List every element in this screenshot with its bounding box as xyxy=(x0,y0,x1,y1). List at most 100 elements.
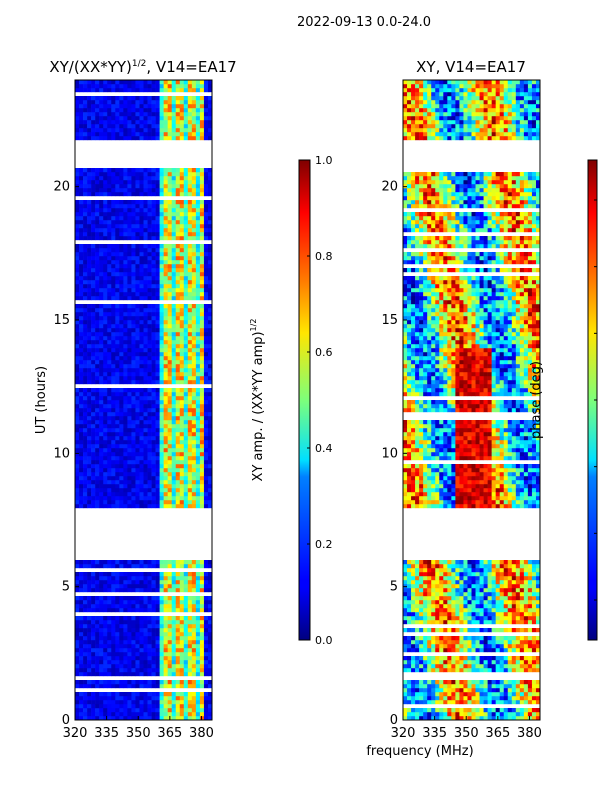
heatmap-cell xyxy=(203,208,209,213)
heatmap-cell xyxy=(87,260,92,265)
heatmap-cell xyxy=(159,368,164,373)
heatmap-cell xyxy=(79,692,84,697)
heatmap-cell xyxy=(103,388,108,393)
heatmap-cell xyxy=(83,264,88,269)
heatmap-cell xyxy=(143,684,148,689)
heatmap-cell xyxy=(75,312,80,317)
heatmap-cell xyxy=(195,388,201,393)
heatmap-cell xyxy=(115,220,120,225)
heatmap-cell xyxy=(199,260,205,265)
heatmap-cell xyxy=(163,716,168,721)
heatmap-cell xyxy=(159,340,164,345)
heatmap-cell xyxy=(163,620,168,625)
heatmap-cell xyxy=(183,468,189,473)
heatmap-cell xyxy=(119,400,124,405)
heatmap-cell xyxy=(115,692,120,697)
left-title-base: XY/(XX*YY) xyxy=(49,58,132,76)
heatmap-cell xyxy=(195,656,201,661)
heatmap-cell xyxy=(99,316,104,321)
heatmap-cell xyxy=(115,488,120,493)
heatmap-cell xyxy=(167,416,173,421)
heatmap-cell xyxy=(143,120,148,125)
heatmap-cell xyxy=(187,644,193,649)
heatmap-cell xyxy=(111,248,116,253)
heatmap-cell xyxy=(135,280,140,285)
heatmap-cell xyxy=(467,668,472,673)
heatmap-cell xyxy=(159,132,164,137)
heatmap-cell xyxy=(203,352,209,357)
heatmap-cell xyxy=(127,128,132,133)
heatmap-cell xyxy=(143,308,148,313)
heatmap-cell xyxy=(479,692,484,697)
heatmap-cell xyxy=(79,456,84,461)
heatmap-cell xyxy=(147,640,152,645)
heatmap-cell xyxy=(167,664,173,669)
heatmap-cell xyxy=(103,652,108,657)
heatmap-cell xyxy=(403,644,408,649)
heatmap-cell xyxy=(203,484,209,489)
heatmap-cell xyxy=(179,180,185,185)
heatmap-cell xyxy=(143,504,148,509)
heatmap-cell xyxy=(79,496,84,501)
heatmap-cell xyxy=(175,712,181,717)
heatmap-cell xyxy=(179,584,185,589)
heatmap-cell xyxy=(119,576,124,581)
heatmap-cell xyxy=(115,248,120,253)
heatmap-cell xyxy=(99,472,104,477)
heatmap-cell xyxy=(163,388,168,393)
heatmap-cell xyxy=(171,88,177,93)
heatmap-cell xyxy=(463,660,468,665)
heatmap-cell xyxy=(87,304,92,309)
heatmap-cell xyxy=(139,572,144,577)
heatmap-cell xyxy=(403,680,408,685)
heatmap-cell xyxy=(123,188,128,193)
heatmap-cell xyxy=(87,664,92,669)
heatmap-cell xyxy=(499,660,505,665)
heatmap-cell xyxy=(175,332,181,337)
heatmap-cell xyxy=(195,716,201,721)
heatmap-cell xyxy=(79,104,84,109)
heatmap-cell xyxy=(443,644,448,649)
heatmap-cell xyxy=(127,284,132,289)
heatmap-cell xyxy=(171,80,177,85)
heatmap-cell xyxy=(167,424,173,429)
heatmap-cell xyxy=(203,88,209,93)
heatmap-cell xyxy=(83,624,88,629)
heatmap-cell xyxy=(151,504,156,509)
heatmap-cell xyxy=(83,408,88,413)
heatmap-cell xyxy=(127,396,132,401)
heatmap-cell xyxy=(75,224,80,229)
heatmap-cell xyxy=(131,316,136,321)
heatmap-cell xyxy=(131,200,136,205)
heatmap-cell xyxy=(167,308,173,313)
heatmap-cell xyxy=(131,364,136,369)
heatmap-cell xyxy=(95,608,100,613)
heatmap-cell xyxy=(167,420,173,425)
heatmap-cell xyxy=(159,184,164,189)
heatmap-cell xyxy=(87,416,92,421)
heatmap-cell xyxy=(107,448,112,453)
heatmap-cell xyxy=(143,680,148,685)
heatmap-cell xyxy=(159,324,164,329)
heatmap-cell xyxy=(127,564,132,569)
heatmap-cell xyxy=(123,208,128,213)
heatmap-cell xyxy=(163,692,168,697)
heatmap-cell xyxy=(115,596,120,601)
heatmap-cell xyxy=(479,712,484,717)
heatmap-cell xyxy=(195,308,201,313)
heatmap-cell xyxy=(175,232,181,237)
heatmap-cell xyxy=(515,680,521,685)
heatmap-cell xyxy=(111,84,116,89)
heatmap-cell xyxy=(139,364,144,369)
heatmap-cell xyxy=(175,620,181,625)
heatmap-cell xyxy=(195,88,201,93)
heatmap-cell xyxy=(151,220,156,225)
heatmap-cell xyxy=(159,500,164,505)
heatmap-cell xyxy=(175,264,181,269)
heatmap-cell xyxy=(119,408,124,413)
heatmap-cell xyxy=(107,468,112,473)
heatmap-cell xyxy=(195,504,201,509)
heatmap-cell xyxy=(143,616,148,621)
heatmap-cell xyxy=(435,716,440,721)
heatmap-cell xyxy=(83,188,88,193)
